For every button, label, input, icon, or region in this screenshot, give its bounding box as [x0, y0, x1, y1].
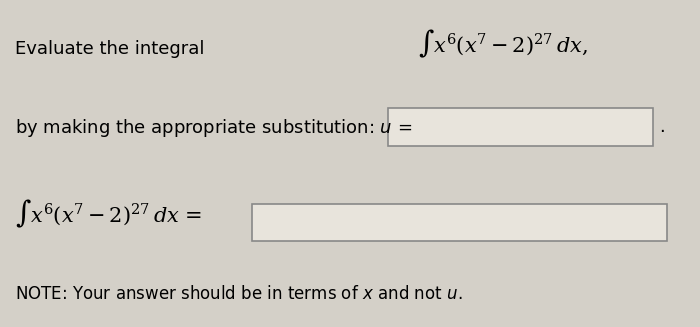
Text: $\int x^6(x^7-2)^{27}\,dx$ =: $\int x^6(x^7-2)^{27}\,dx$ =: [15, 198, 202, 230]
Text: NOTE: Your answer should be in terms of $x$ and not $u$.: NOTE: Your answer should be in terms of …: [15, 285, 463, 303]
Text: by making the appropriate substitution: $u$ =: by making the appropriate substitution: …: [15, 117, 412, 139]
Text: Evaluate the integral: Evaluate the integral: [15, 40, 205, 58]
FancyBboxPatch shape: [253, 204, 667, 241]
Text: $\int x^6(x^7-2)^{27}\,dx,$: $\int x^6(x^7-2)^{27}\,dx,$: [419, 27, 588, 60]
Text: .: .: [659, 118, 664, 136]
FancyBboxPatch shape: [389, 108, 653, 146]
